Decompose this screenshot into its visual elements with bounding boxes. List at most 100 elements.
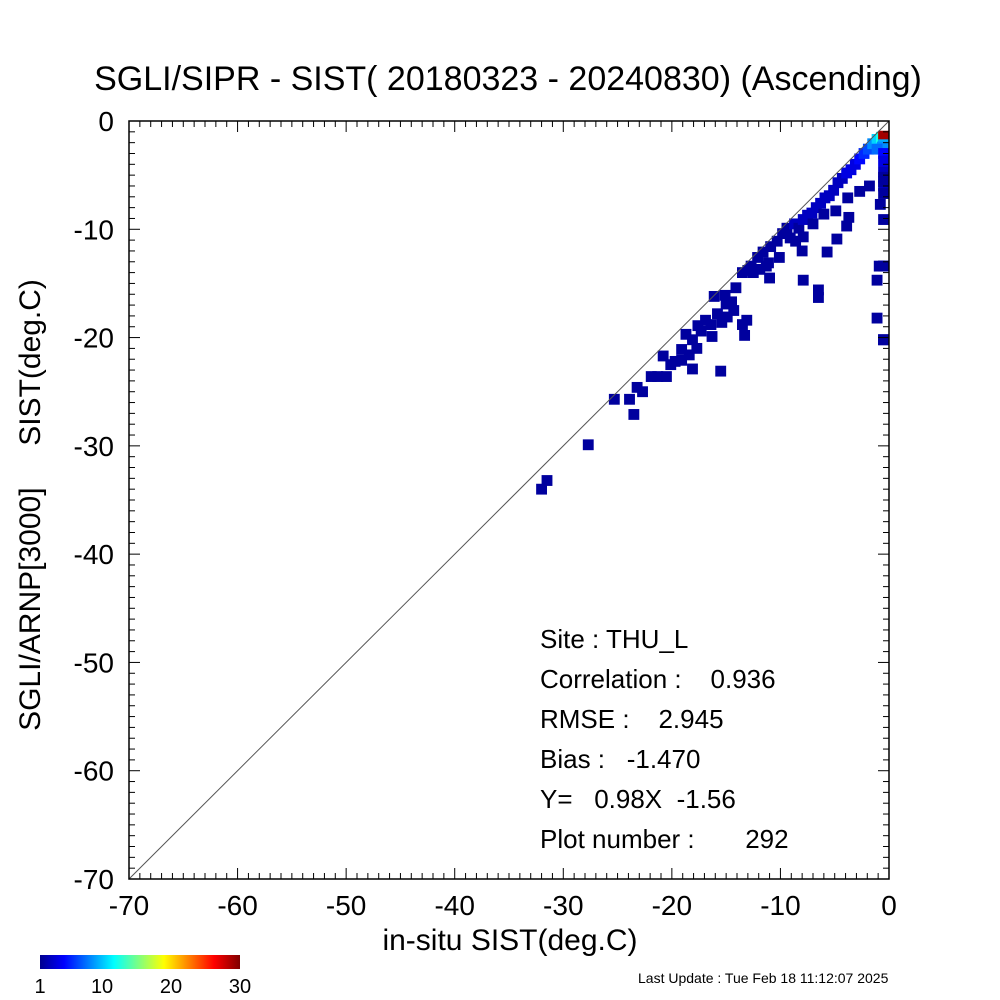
density-cell	[874, 198, 886, 210]
density-cell	[828, 184, 840, 196]
one-to-one-reference-line	[128, 120, 890, 880]
density-cell	[878, 176, 889, 188]
density-cell	[652, 371, 664, 382]
x-axis-label: in-situ SIST(deg.C)	[382, 924, 637, 957]
density-cell	[878, 334, 889, 346]
density-cell	[745, 260, 757, 272]
density-cell	[830, 205, 842, 217]
density-cell	[715, 365, 727, 377]
density-cell	[680, 328, 692, 340]
density-cell	[624, 393, 635, 405]
y-tick-label: -50	[74, 647, 114, 678]
y-tick-label: -30	[74, 431, 114, 462]
density-cell	[796, 245, 808, 257]
density-cell	[645, 371, 657, 382]
stat-rmse: RMSE : 2.945	[540, 704, 724, 734]
density-cell	[661, 371, 672, 382]
colorbar	[40, 955, 240, 969]
statistics-box: Site : THU_L Correlation : 0.936 RMSE : …	[540, 624, 789, 854]
density-cell	[773, 252, 785, 263]
density-cell	[637, 386, 648, 398]
density-cell	[582, 439, 594, 451]
density-cell	[793, 222, 805, 234]
density-cell	[676, 354, 688, 366]
density-cell	[683, 349, 695, 361]
density-cell	[752, 252, 764, 263]
density-cell	[757, 246, 769, 258]
density-cell	[878, 155, 889, 167]
x-tick-label: -40	[434, 890, 474, 921]
density-cell	[821, 246, 833, 258]
density-cell	[797, 274, 809, 286]
x-tick-label: 0	[881, 890, 897, 921]
density-cell	[878, 188, 889, 199]
x-tick-label: -20	[652, 890, 692, 921]
density-cell	[764, 272, 775, 284]
colorbar-tick-label: 30	[229, 976, 251, 998]
density-cell	[790, 235, 802, 247]
density-cell	[854, 185, 866, 197]
density-cell	[608, 393, 620, 405]
minor-ticks	[128, 120, 890, 880]
density-cell	[815, 197, 827, 209]
density-cell	[878, 130, 889, 142]
density-cell	[754, 263, 766, 275]
density-cell	[763, 257, 774, 269]
density-cell	[807, 218, 819, 230]
colorbar-tick-label: 20	[160, 976, 182, 998]
density-cell	[657, 350, 669, 362]
stat-site: Site : THU_L	[540, 624, 688, 654]
density-cell	[721, 311, 733, 323]
density-cell	[716, 316, 728, 328]
density-cell	[862, 143, 874, 155]
density-cell	[737, 319, 748, 330]
density-cell	[719, 289, 731, 301]
density-cell	[797, 231, 809, 243]
y-axis-tick-labels: 0 -10 -20 -30 -40 -50 -60 -70	[74, 106, 114, 895]
density-cell	[687, 363, 698, 375]
density-cell	[781, 222, 793, 234]
stat-regression: Y= 0.98X -1.56	[540, 784, 736, 814]
density-cell	[669, 355, 681, 367]
colorbar-tick-label: 1	[34, 976, 45, 998]
x-tick-label: -30	[543, 890, 583, 921]
y-tick-label: -60	[74, 756, 114, 787]
colorbar-tick-label: 10	[91, 976, 113, 998]
density-cell	[712, 308, 723, 320]
density-cell	[864, 180, 875, 192]
density-cell	[676, 344, 688, 355]
density-cell	[695, 325, 707, 337]
density-cell	[878, 214, 889, 225]
stat-bias: Bias : -1.470	[540, 744, 700, 774]
density-cell	[765, 241, 777, 253]
density-cell	[747, 267, 759, 279]
density-cell	[771, 235, 783, 247]
density-cell	[871, 274, 883, 286]
density-cell	[843, 211, 855, 223]
density-cell	[845, 164, 857, 176]
x-tick-label: -70	[109, 890, 149, 921]
y-tick-label: -70	[74, 864, 114, 895]
density-cell	[628, 409, 640, 420]
density-cell	[813, 292, 824, 303]
y-tick-label: -10	[74, 214, 114, 245]
density-cell	[818, 208, 830, 220]
colorbar-labels: 1 10 20 30	[34, 976, 251, 998]
density-cell	[706, 331, 718, 342]
density-cell	[728, 305, 740, 316]
y-axis-label: SGLI/ARNP[3000] SIST(deg.C)	[14, 279, 47, 731]
density-cell	[541, 475, 553, 486]
density-cell	[878, 260, 889, 272]
density-cell	[687, 334, 698, 346]
y-tick-label: -20	[74, 323, 114, 354]
y-tick-label: -40	[74, 539, 114, 570]
density-cell	[871, 143, 883, 155]
y-tick-label: 0	[98, 106, 114, 137]
density-cell	[871, 312, 883, 324]
density-cell	[831, 233, 843, 245]
density-cell	[813, 284, 824, 296]
density-cell	[705, 319, 717, 330]
stat-correlation: Correlation : 0.936	[540, 664, 776, 694]
x-tick-label: -60	[217, 890, 257, 921]
